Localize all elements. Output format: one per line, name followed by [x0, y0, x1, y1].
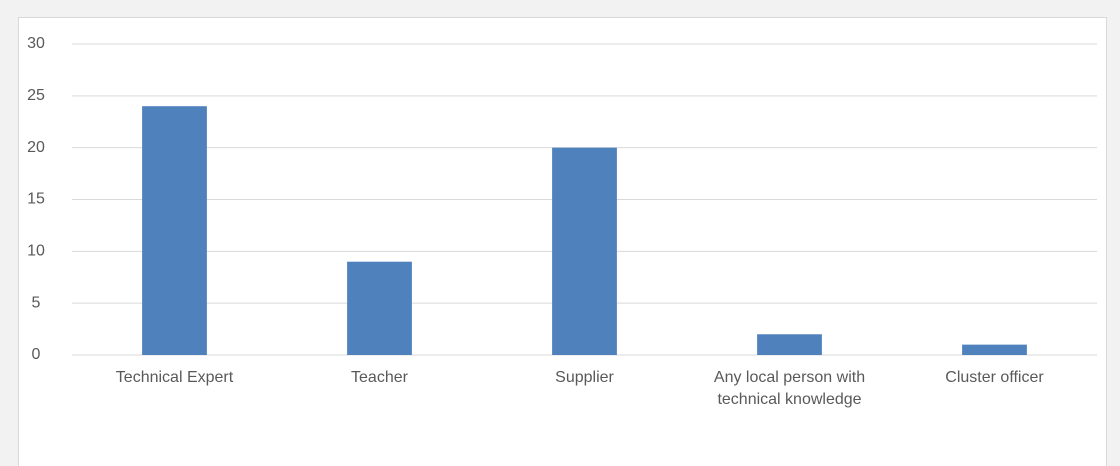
- y-tick-label: 10: [27, 243, 45, 260]
- y-tick-label: 5: [32, 294, 41, 311]
- bar: [142, 106, 207, 355]
- y-tick-label: 20: [27, 139, 45, 156]
- x-tick-label: Any local person with technical knowledg…: [713, 369, 866, 408]
- x-tick-label: Supplier: [555, 369, 614, 386]
- x-tick-label: Technical Expert: [115, 369, 234, 386]
- y-tick-label: 15: [27, 191, 45, 208]
- bar: [552, 147, 617, 355]
- x-tick-label: Teacher: [351, 369, 408, 386]
- bar: [347, 261, 412, 355]
- bar: [962, 344, 1027, 355]
- y-tick-label: 0: [32, 346, 41, 363]
- bar: [757, 334, 822, 355]
- x-tick-label: Cluster officer: [945, 369, 1044, 386]
- y-tick-label: 25: [27, 87, 45, 104]
- y-tick-label: 30: [27, 35, 45, 52]
